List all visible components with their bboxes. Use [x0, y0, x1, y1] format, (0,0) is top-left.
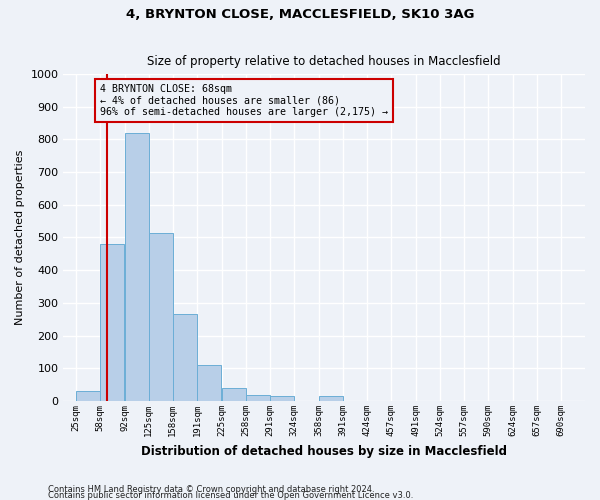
Bar	[125, 132, 149, 401]
Bar	[319, 396, 343, 401]
Bar	[270, 396, 294, 401]
Bar	[100, 244, 124, 401]
Bar	[246, 394, 270, 401]
Title: Size of property relative to detached houses in Macclesfield: Size of property relative to detached ho…	[148, 56, 501, 68]
Bar	[76, 392, 100, 401]
Bar	[173, 314, 197, 401]
Bar	[149, 232, 173, 401]
Bar	[222, 388, 246, 401]
X-axis label: Distribution of detached houses by size in Macclesfield: Distribution of detached houses by size …	[141, 444, 507, 458]
Bar	[197, 365, 221, 401]
Text: Contains public sector information licensed under the Open Government Licence v3: Contains public sector information licen…	[48, 490, 413, 500]
Text: 4, BRYNTON CLOSE, MACCLESFIELD, SK10 3AG: 4, BRYNTON CLOSE, MACCLESFIELD, SK10 3AG	[126, 8, 474, 20]
Text: Contains HM Land Registry data © Crown copyright and database right 2024.: Contains HM Land Registry data © Crown c…	[48, 484, 374, 494]
Text: 4 BRYNTON CLOSE: 68sqm
← 4% of detached houses are smaller (86)
96% of semi-deta: 4 BRYNTON CLOSE: 68sqm ← 4% of detached …	[100, 84, 388, 117]
Y-axis label: Number of detached properties: Number of detached properties	[15, 150, 25, 325]
